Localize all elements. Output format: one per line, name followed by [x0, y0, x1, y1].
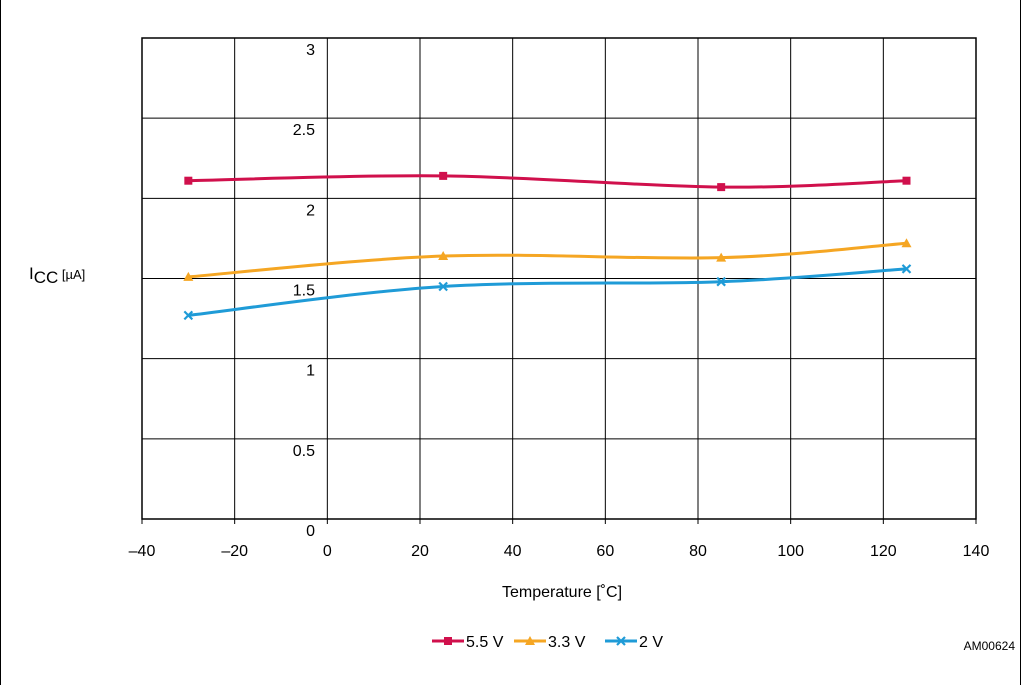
data-point-marker — [716, 276, 726, 287]
x-tick-label: 0 — [323, 543, 332, 560]
series-line — [186, 267, 908, 317]
data-markers — [183, 171, 912, 321]
y-axis-label: ICC [µA] — [29, 264, 85, 287]
series-lines — [186, 174, 908, 317]
data-point-marker — [438, 251, 449, 261]
x-tick-label: 120 — [870, 543, 897, 560]
data-point-marker — [183, 271, 194, 281]
y-tick-label: 0.5 — [293, 443, 315, 460]
tick-labels: –40 –20 0 20 40 60 80 100 120 140 0 0.5 1 1.5 2 2.5 3 — [129, 42, 990, 560]
legend-swatch-marker — [616, 636, 626, 646]
y-axis-label-unit: [µA] — [58, 267, 85, 282]
plot-area-border — [141, 37, 977, 520]
x-tick-label: –20 — [221, 543, 248, 560]
x-tick-label: –40 — [129, 543, 156, 560]
y-tick-label: 0 — [306, 523, 315, 540]
legend-label: 5.5 V — [466, 634, 504, 651]
data-point-marker — [901, 264, 912, 274]
data-point-marker — [184, 176, 193, 185]
data-point-marker — [438, 281, 448, 292]
legend-label: 2 V — [639, 634, 663, 651]
y-tick-label: 1.5 — [293, 283, 315, 300]
x-tick-label: 100 — [777, 543, 804, 560]
figure-id: AM00624 — [964, 639, 1016, 653]
x-tick-label: 80 — [689, 543, 707, 560]
y-tick-label: 2.5 — [293, 122, 315, 139]
series-line — [186, 174, 908, 189]
x-tick-label: 140 — [963, 543, 990, 560]
y-tick-label: 1 — [306, 363, 315, 380]
data-point-marker — [183, 310, 194, 321]
data-point-marker — [439, 171, 448, 180]
x-axis-label: Temperature [˚C] — [502, 584, 622, 601]
data-point-marker — [901, 238, 912, 248]
data-point-marker — [716, 252, 727, 262]
y-tick-label: 3 — [306, 42, 315, 59]
data-point-marker — [902, 176, 911, 185]
y-axis-label-sub: CC — [34, 268, 59, 287]
y-tick-label: 2 — [306, 202, 315, 219]
legend-label: 3.3 V — [548, 634, 586, 651]
series-line — [186, 241, 908, 279]
x-tick-label: 40 — [504, 543, 522, 560]
x-tick-label: 20 — [411, 543, 429, 560]
x-tick-label: 60 — [596, 543, 614, 560]
legend-swatch-marker — [444, 637, 452, 645]
grid — [141, 37, 977, 524]
legend: 5.5 V 3.3 V 2 V — [432, 634, 663, 651]
y-axis-label-main: I — [29, 264, 34, 283]
legend-swatch-marker — [525, 636, 535, 645]
data-point-marker — [717, 183, 726, 192]
